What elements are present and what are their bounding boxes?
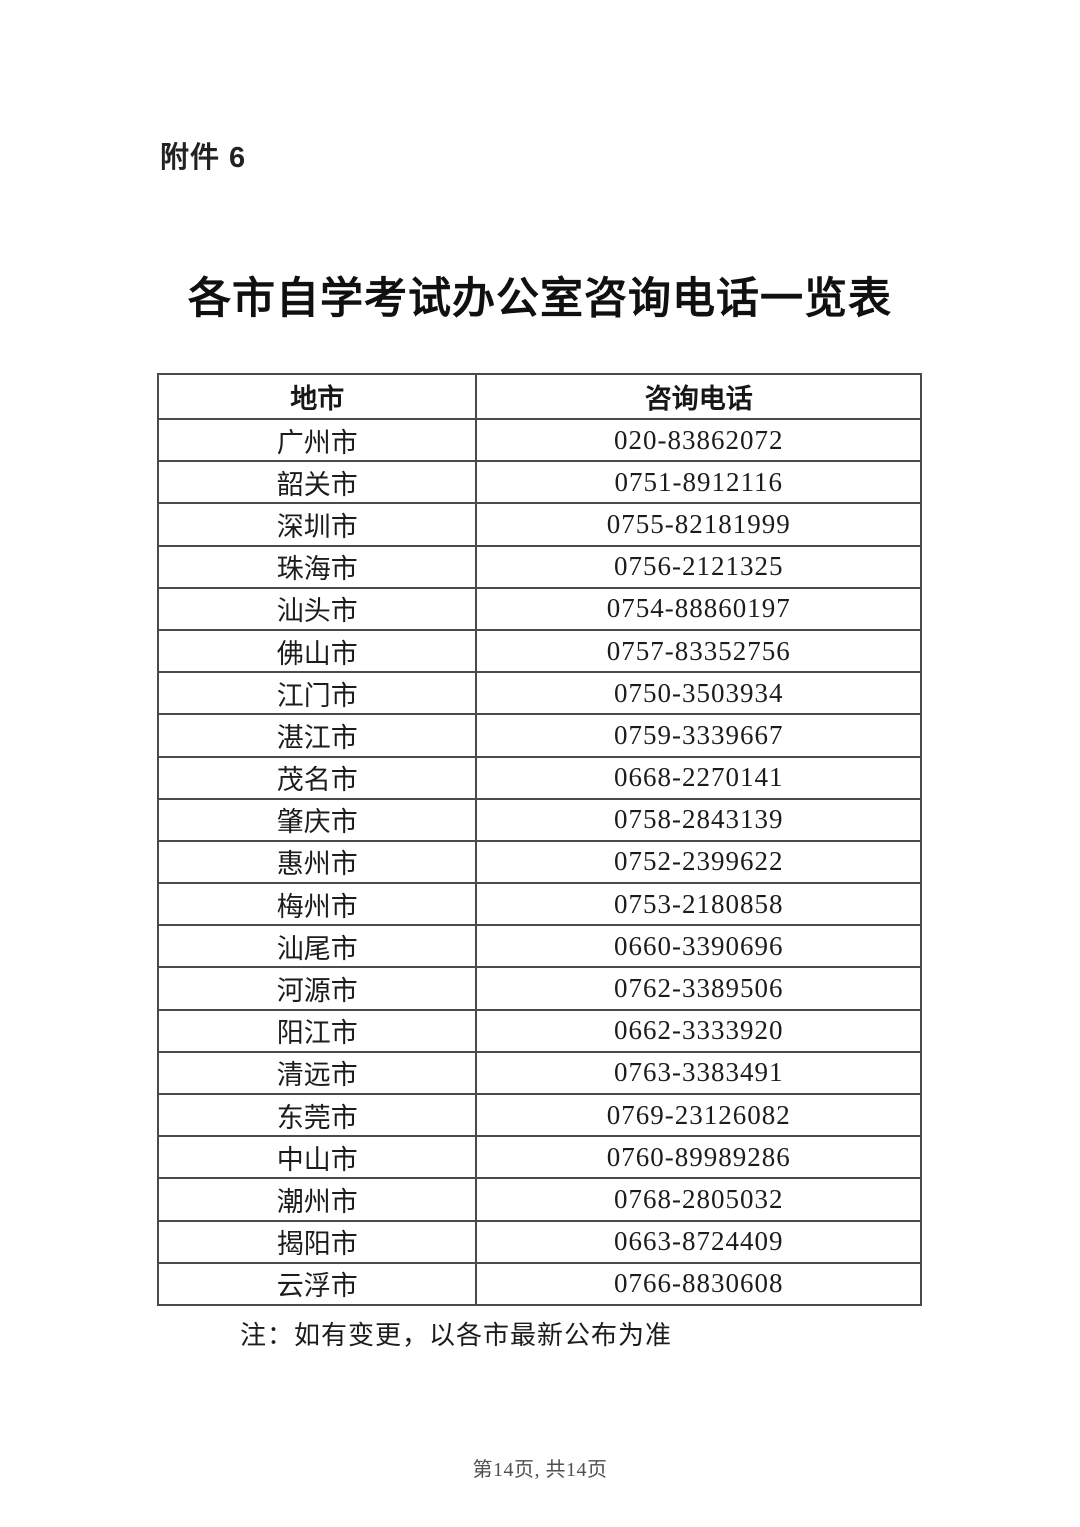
phone-cell: 0660-3390696 [475, 924, 922, 969]
city-cell: 韶关市 [156, 460, 478, 505]
city-cell: 汕头市 [156, 586, 478, 631]
table-row: 江门市 0750-3503934 [156, 671, 922, 716]
table-row: 湛江市 0759-3339667 [156, 713, 922, 758]
city-cell: 梅州市 [156, 882, 478, 927]
city-cell: 茂名市 [156, 755, 478, 800]
table-row: 韶关市 0751-8912116 [156, 460, 922, 505]
phone-cell: 0766-8830608 [475, 1261, 922, 1306]
table-row: 佛山市 0757-83352756 [156, 628, 922, 674]
table-row: 深圳市 0755-82181999 [156, 502, 922, 547]
phone-cell: 0663-8724409 [475, 1219, 922, 1264]
table-row: 潮州市 0768-2805032 [156, 1177, 922, 1222]
phone-cell: 0756-2121325 [475, 544, 922, 589]
table-row: 汕尾市 0660-3390696 [156, 924, 922, 969]
phone-cell: 0754-88860197 [475, 586, 922, 631]
city-cell: 潮州市 [156, 1177, 478, 1222]
note: 注：如有变更，以各市最新公布为准 [240, 1321, 673, 1350]
table-row: 汕头市 0754-88860197 [156, 586, 922, 631]
city-cell: 东莞市 [156, 1092, 478, 1138]
city-cell: 江门市 [156, 671, 478, 716]
phone-cell: 0755-82181999 [475, 502, 922, 547]
city-cell: 阳江市 [156, 1008, 478, 1053]
phone-cell: 0762-3389506 [475, 966, 922, 1011]
city-cell: 珠海市 [156, 544, 478, 589]
phone-cell: 0758-2843139 [475, 797, 922, 842]
table-row: 珠海市 0756-2121325 [156, 544, 922, 589]
phone-cell: 0757-83352756 [475, 628, 922, 674]
city-cell: 云浮市 [156, 1261, 478, 1306]
phone-cell: 0751-8912116 [475, 460, 922, 505]
table-row: 清远市 0763-3383491 [156, 1050, 922, 1096]
table-row: 梅州市 0753-2180858 [156, 882, 922, 927]
table-row: 惠州市 0752-2399622 [156, 839, 922, 885]
table-row: 茂名市 0668-2270141 [156, 755, 922, 800]
table-row: 河源市 0762-3389506 [156, 966, 922, 1011]
table-body: 广州市 020-83862072 韶关市 0751-8912116 深圳市 0755-82… [156, 417, 922, 1306]
phone-table-container: 地市 咨询电话 广州市 020-83862072 韶关市 0751-8912116 深圳… [156, 373, 922, 1306]
phone-cell: 0662-3333920 [475, 1008, 922, 1053]
city-cell: 河源市 [156, 966, 478, 1011]
city-cell: 广州市 [156, 417, 478, 463]
phone-cell: 0668-2270141 [475, 755, 922, 800]
page-title: 各市自学考试办公室咨询电话一览表 [188, 276, 892, 323]
phone-cell: 0750-3503934 [475, 671, 922, 716]
city-cell: 揭阳市 [156, 1219, 478, 1264]
phone-cell: 0753-2180858 [475, 882, 922, 927]
table-header-city: 地市 [156, 373, 478, 420]
table-row: 广州市 020-83862072 [156, 417, 922, 463]
table-row: 揭阳市 0663-8724409 [156, 1219, 922, 1264]
phone-cell: 0759-3339667 [475, 713, 922, 758]
page-footer: 第14页, 共14页 [472, 1459, 608, 1481]
phone-table: 地市 咨询电话 广州市 020-83862072 韶关市 0751-8912116 深圳… [156, 373, 922, 1306]
table-header-phone: 咨询电话 [475, 373, 922, 420]
table-row: 阳江市 0662-3333920 [156, 1008, 922, 1053]
phone-cell: 0769-23126082 [475, 1092, 922, 1138]
attachment-label: 附件 6 [160, 142, 247, 174]
city-cell: 肇庆市 [156, 797, 478, 842]
city-cell: 湛江市 [156, 713, 478, 758]
phone-cell: 0768-2805032 [475, 1177, 922, 1222]
table-row: 东莞市 0769-23126082 [156, 1092, 922, 1138]
phone-cell: 0763-3383491 [475, 1050, 922, 1096]
city-cell: 惠州市 [156, 839, 478, 885]
table-row: 云浮市 0766-8830608 [156, 1261, 922, 1306]
phone-cell: 020-83862072 [475, 417, 922, 463]
city-cell: 深圳市 [156, 502, 478, 547]
city-cell: 汕尾市 [156, 924, 478, 969]
table-header-row: 地市 咨询电话 [156, 373, 922, 420]
phone-cell: 0752-2399622 [475, 839, 922, 885]
city-cell: 清远市 [156, 1050, 478, 1096]
phone-cell: 0760-89989286 [475, 1135, 922, 1180]
city-cell: 佛山市 [156, 628, 478, 674]
table-row: 肇庆市 0758-2843139 [156, 797, 922, 842]
table-header: 地市 咨询电话 [156, 373, 922, 420]
city-cell: 中山市 [156, 1135, 478, 1180]
table-row: 中山市 0760-89989286 [156, 1135, 922, 1180]
